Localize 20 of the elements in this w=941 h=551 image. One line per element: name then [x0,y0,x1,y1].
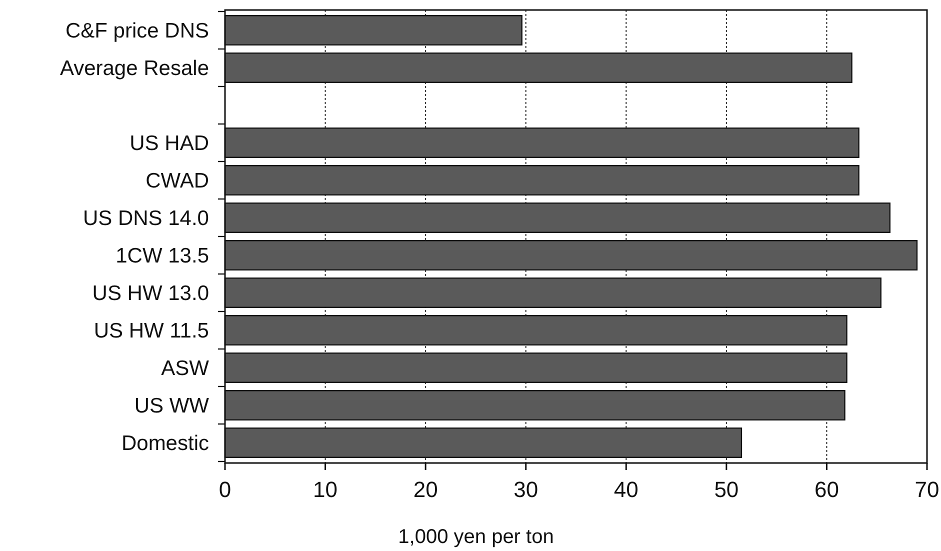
y-tick-label: Domestic [121,432,209,456]
x-tick-label: 10 [313,477,338,502]
y-tick-label: US HW 11.5 [94,320,209,343]
y-tick-label: C&F price DNS [65,20,209,43]
x-tick-label: 60 [814,477,839,502]
y-tick-label: US WW [134,394,210,418]
x-tick-label: 0 [218,477,232,502]
y-tick-label: CWAD [146,170,209,193]
x-tick-label: 30 [514,477,538,502]
y-tick-label: Average Resale [60,57,209,80]
x-tick-label: 20 [413,477,438,502]
y-tick-label: US DNS 14.0 [82,207,209,230]
x-tick-label: 50 [714,477,739,502]
y-tick-label: US HAD [130,132,209,156]
y-tick-label: 1CW 13.5 [116,244,209,268]
x-tick-label: 40 [614,477,638,502]
x-tick-label: 70 [914,477,940,502]
x-axis-title: 1,000 yen per ton [398,526,554,548]
y-tick-label: ASW [161,357,210,380]
y-tick-label: US HW 13.0 [92,282,209,306]
